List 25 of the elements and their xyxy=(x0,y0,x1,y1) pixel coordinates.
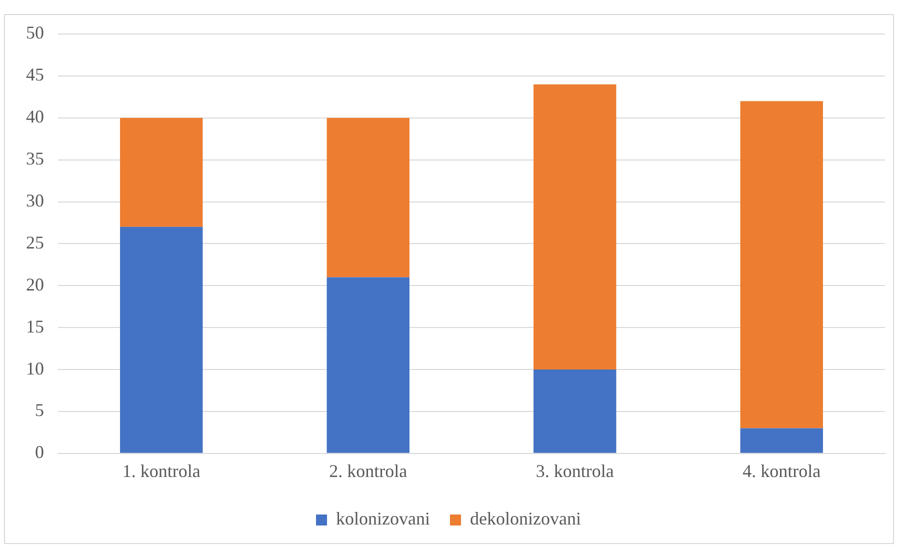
bar xyxy=(120,226,203,453)
bar xyxy=(740,101,823,428)
y-tick-label: 15 xyxy=(26,316,44,336)
y-tick-label: 35 xyxy=(26,148,44,169)
y-tick-label: 45 xyxy=(26,64,44,85)
legend-label: kolonizovani xyxy=(336,508,430,529)
y-tick-label: 30 xyxy=(26,190,44,210)
bar xyxy=(534,370,616,453)
bar xyxy=(120,118,203,227)
x-tick-label: 2. kontrola xyxy=(329,460,408,481)
y-tick-label: 50 xyxy=(26,22,44,43)
x-tick-label: 4. kontrola xyxy=(742,460,821,481)
y-tick-label: 0 xyxy=(35,442,44,462)
x-tick-label: 3. kontrola xyxy=(536,460,614,481)
legend-label: dekolonizovani xyxy=(470,508,581,529)
bar xyxy=(326,118,410,278)
y-tick-label: 10 xyxy=(26,358,44,378)
y-tick-label: 5 xyxy=(35,400,44,420)
bar xyxy=(326,277,410,453)
y-tick-label: 20 xyxy=(26,274,44,294)
x-tick-label: 1. kontrola xyxy=(122,460,200,481)
y-tick-label: 40 xyxy=(26,106,44,127)
bar xyxy=(534,84,616,370)
y-tick-label: 25 xyxy=(26,232,44,252)
bar xyxy=(740,428,823,453)
